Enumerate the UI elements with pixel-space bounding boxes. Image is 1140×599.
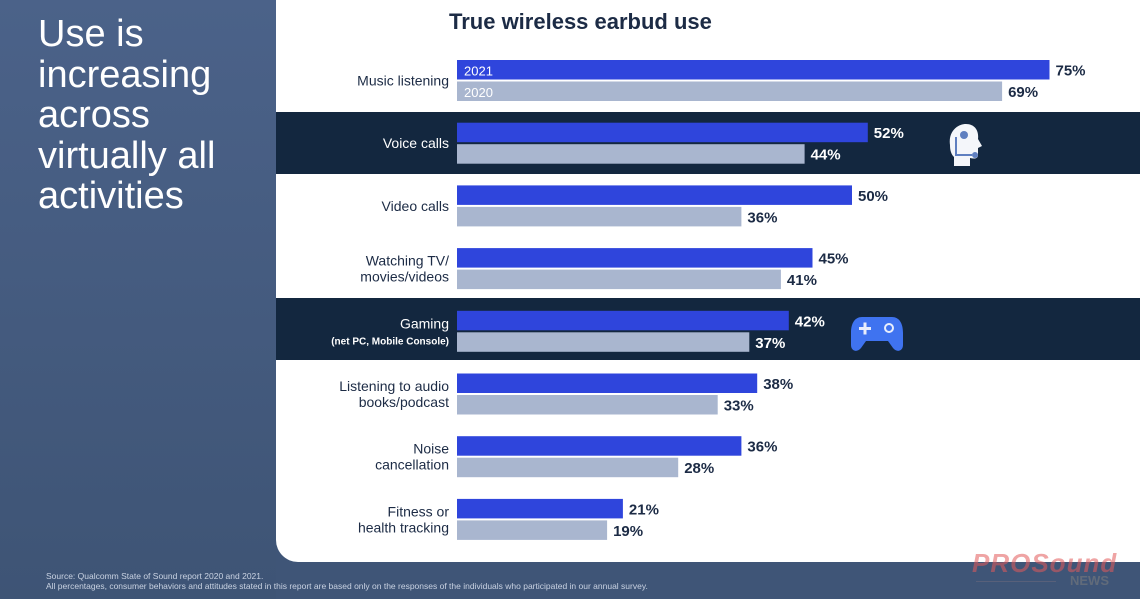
bar-2021 bbox=[457, 436, 742, 456]
slide-headline: Use is increasing across virtually all a… bbox=[38, 13, 216, 217]
headset-head-icon bbox=[949, 124, 982, 166]
data-label: 45% bbox=[819, 251, 849, 268]
watermark-main: PROSound bbox=[972, 548, 1118, 578]
category-label: health tracking bbox=[358, 519, 449, 535]
data-label: 38% bbox=[763, 376, 793, 393]
data-label: 36% bbox=[747, 209, 777, 226]
data-label: 28% bbox=[684, 460, 714, 477]
data-label: 52% bbox=[874, 125, 904, 142]
source-footnote: Source: Qualcomm State of Sound report 2… bbox=[46, 571, 648, 591]
data-label: 50% bbox=[858, 188, 888, 205]
legend-label-2021: 2021 bbox=[464, 64, 493, 79]
data-label: 41% bbox=[787, 272, 817, 289]
bar-2021 bbox=[457, 122, 868, 143]
watermark-sub: NEWS bbox=[1070, 573, 1109, 588]
bar-2020 bbox=[457, 395, 718, 415]
bar-2020 bbox=[457, 206, 742, 227]
bar-2021 bbox=[457, 310, 789, 331]
legend-label-2020: 2020 bbox=[464, 85, 493, 100]
survey-disclaimer: All percentages, consumer behaviors and … bbox=[46, 581, 648, 591]
category-label: Noise bbox=[413, 441, 449, 457]
bar-2020 bbox=[457, 81, 1003, 101]
data-label: 36% bbox=[747, 439, 777, 456]
category-label: Listening to audio bbox=[339, 378, 449, 394]
category-label: Watching TV/ bbox=[366, 253, 449, 269]
category-label: Voice calls bbox=[383, 135, 449, 151]
data-label: 69% bbox=[1008, 84, 1038, 101]
gamepad-icon bbox=[851, 317, 903, 351]
watermark-tagline: ———————————————— bbox=[976, 579, 1056, 585]
bar-2021 bbox=[457, 498, 623, 519]
left-panel bbox=[0, 0, 276, 599]
bar-2021 bbox=[457, 248, 813, 268]
chart-title: True wireless earbud use bbox=[449, 9, 712, 34]
category-label: (net PC, Mobile Console) bbox=[331, 336, 449, 347]
data-label: 33% bbox=[724, 398, 754, 415]
bar-2020 bbox=[457, 144, 805, 164]
category-label: Music listening bbox=[357, 73, 449, 89]
data-label: 75% bbox=[1056, 63, 1086, 80]
data-label: 44% bbox=[811, 147, 841, 164]
source-line: Source: Qualcomm State of Sound report 2… bbox=[46, 571, 264, 581]
category-label: Fitness or bbox=[388, 503, 450, 519]
category-label: cancellation bbox=[375, 457, 449, 473]
bar-2020 bbox=[457, 332, 750, 352]
data-label: 21% bbox=[629, 501, 659, 518]
prosound-news-watermark: PROSound ———————————————— NEWS bbox=[972, 548, 1122, 592]
bar-2020 bbox=[457, 520, 608, 540]
bar-2020 bbox=[457, 457, 679, 478]
bar-2021 bbox=[457, 185, 852, 205]
category-label: Gaming bbox=[400, 315, 449, 331]
bar-2020 bbox=[457, 269, 781, 290]
bar-2021 bbox=[457, 373, 758, 393]
data-label: 42% bbox=[795, 313, 825, 330]
data-label: 37% bbox=[755, 335, 785, 352]
bar-2021 bbox=[457, 60, 1050, 80]
category-label: Video calls bbox=[382, 198, 449, 214]
category-label: books/podcast bbox=[359, 394, 449, 410]
category-label: movies/videos bbox=[360, 269, 449, 285]
data-label: 19% bbox=[613, 523, 643, 540]
